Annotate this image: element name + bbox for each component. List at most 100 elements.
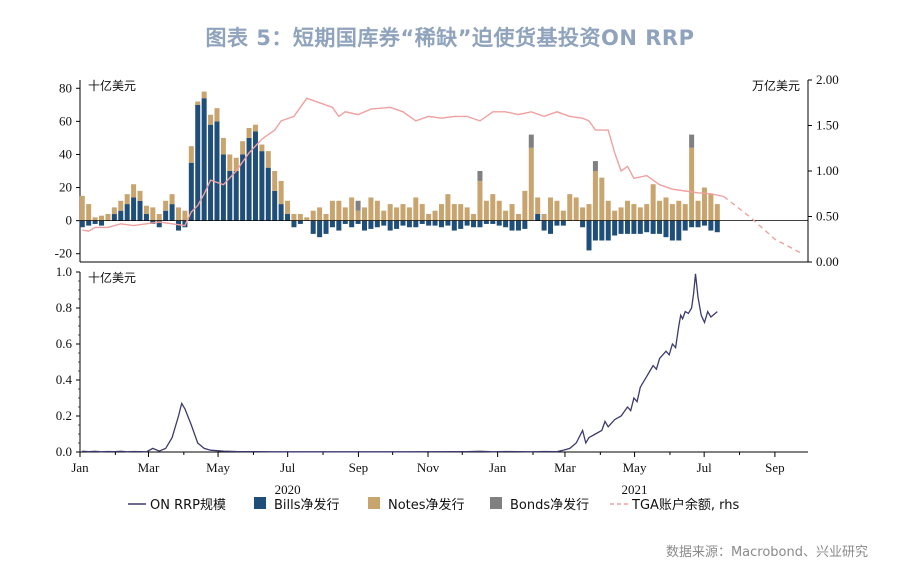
bar-bills: [278, 204, 284, 221]
bar-bills: [297, 220, 303, 224]
bar-notes: [265, 151, 271, 168]
bar-bills: [99, 220, 105, 226]
panel2-tick-label: 0.4: [56, 372, 73, 387]
bar-bills: [413, 220, 419, 228]
bar-notes: [701, 187, 707, 221]
bar-bonds: [528, 134, 534, 148]
bar-bills: [214, 121, 220, 221]
bar-notes: [528, 147, 534, 221]
bar-notes: [362, 207, 368, 221]
bar-bills: [240, 154, 246, 221]
right-tick-label: 1.50: [816, 118, 839, 133]
bar-bills: [676, 220, 682, 241]
bar-notes: [374, 200, 380, 221]
bar-notes: [240, 141, 246, 155]
bar-bills: [605, 220, 611, 241]
bar-bills: [227, 171, 233, 221]
bar-notes: [175, 207, 181, 221]
bar-notes: [272, 171, 278, 191]
panel2-unit-label: 十亿美元: [88, 270, 136, 285]
bar-notes: [612, 210, 618, 221]
bar-bills: [92, 220, 98, 224]
bar-bills: [503, 220, 509, 228]
right-tick-label: 2.00: [816, 72, 839, 87]
bar-bills: [714, 220, 720, 233]
bar-bills: [586, 220, 592, 251]
bar-bills: [522, 220, 528, 229]
bar-bills: [560, 220, 566, 226]
bar-bills: [541, 220, 547, 231]
left-tick-label: 0: [66, 213, 73, 228]
bar-notes: [714, 204, 720, 221]
bar-bills: [554, 220, 560, 226]
bar-bills: [329, 220, 335, 228]
panel2-tick-label: 0.6: [56, 336, 73, 351]
bar-notes: [233, 157, 239, 171]
bar-bills: [663, 220, 669, 238]
bar-bills: [124, 204, 130, 221]
bar-notes: [676, 200, 682, 221]
bar-notes: [368, 197, 374, 221]
tga-line: [82, 97, 724, 232]
bar-bills: [682, 220, 688, 231]
bar-notes: [297, 214, 303, 221]
left-tick-label: 80: [59, 80, 72, 95]
bar-notes: [86, 204, 92, 221]
bar-bills: [163, 210, 169, 221]
bar-bills: [701, 220, 707, 226]
bar-bills: [400, 220, 406, 226]
bar-bills: [637, 220, 643, 234]
bar-notes: [580, 207, 586, 221]
panel2-tick-label: 0.8: [56, 300, 72, 315]
bar-notes: [624, 200, 630, 221]
bar-notes: [349, 197, 355, 221]
bar-notes: [669, 204, 675, 221]
x-tick-label: Mar: [138, 460, 160, 475]
bar-notes: [503, 210, 509, 221]
bar-notes: [99, 215, 105, 221]
right-tick-label: 0.50: [816, 209, 839, 224]
bar-notes: [605, 200, 611, 221]
bar-bills: [355, 220, 361, 224]
bar-notes: [259, 144, 265, 152]
bar-notes: [471, 214, 477, 221]
bar-notes: [496, 200, 502, 221]
bar-bills: [285, 214, 291, 221]
bar-notes: [310, 210, 316, 221]
bar-bills: [535, 214, 541, 221]
bar-notes: [150, 207, 156, 221]
bar-notes: [554, 200, 560, 221]
bar-bills: [483, 220, 489, 224]
bar-notes: [124, 194, 130, 205]
bar-bills: [669, 220, 675, 241]
bar-notes: [567, 194, 573, 221]
right-unit-label: 万亿美元: [752, 78, 800, 93]
bar-notes: [291, 214, 297, 221]
bar-bills: [650, 220, 656, 234]
rrp-line: [82, 273, 718, 453]
chart-title: 图表 5：短期国库券“稀缺”迫使货基投资ON RRP: [205, 26, 695, 50]
bar-notes: [657, 200, 663, 221]
bar-notes: [387, 204, 393, 221]
legend: ON RRP规模 Bills净发行 Notes净发行 Bonds净发行 TGA账户余额,…: [128, 497, 740, 513]
bar-notes: [317, 207, 323, 221]
bar-notes: [477, 180, 483, 221]
bar-notes: [137, 190, 143, 201]
x-tick-label: Jan: [71, 460, 89, 475]
bar-bills: [419, 220, 425, 224]
bar-notes: [131, 184, 137, 198]
bar-notes: [220, 137, 226, 155]
x-tick-label: Jul: [280, 460, 296, 475]
year-label: 2020: [275, 482, 301, 497]
bar-notes: [663, 197, 669, 221]
bar-bills: [624, 220, 630, 234]
source-note: 数据来源：Macrobond、兴业研究: [665, 545, 868, 560]
bar-notes: [644, 204, 650, 221]
bar-bonds: [689, 134, 695, 148]
bar-bills: [137, 200, 143, 221]
bar-bills: [310, 220, 316, 234]
bar-notes: [631, 204, 637, 221]
bar-bills: [156, 220, 162, 228]
right-tick-label: 1.00: [816, 163, 839, 178]
panel-on-rrp: 0.0 0.2 0.4 0.6 0.8 1.0 十亿美元: [56, 264, 808, 459]
